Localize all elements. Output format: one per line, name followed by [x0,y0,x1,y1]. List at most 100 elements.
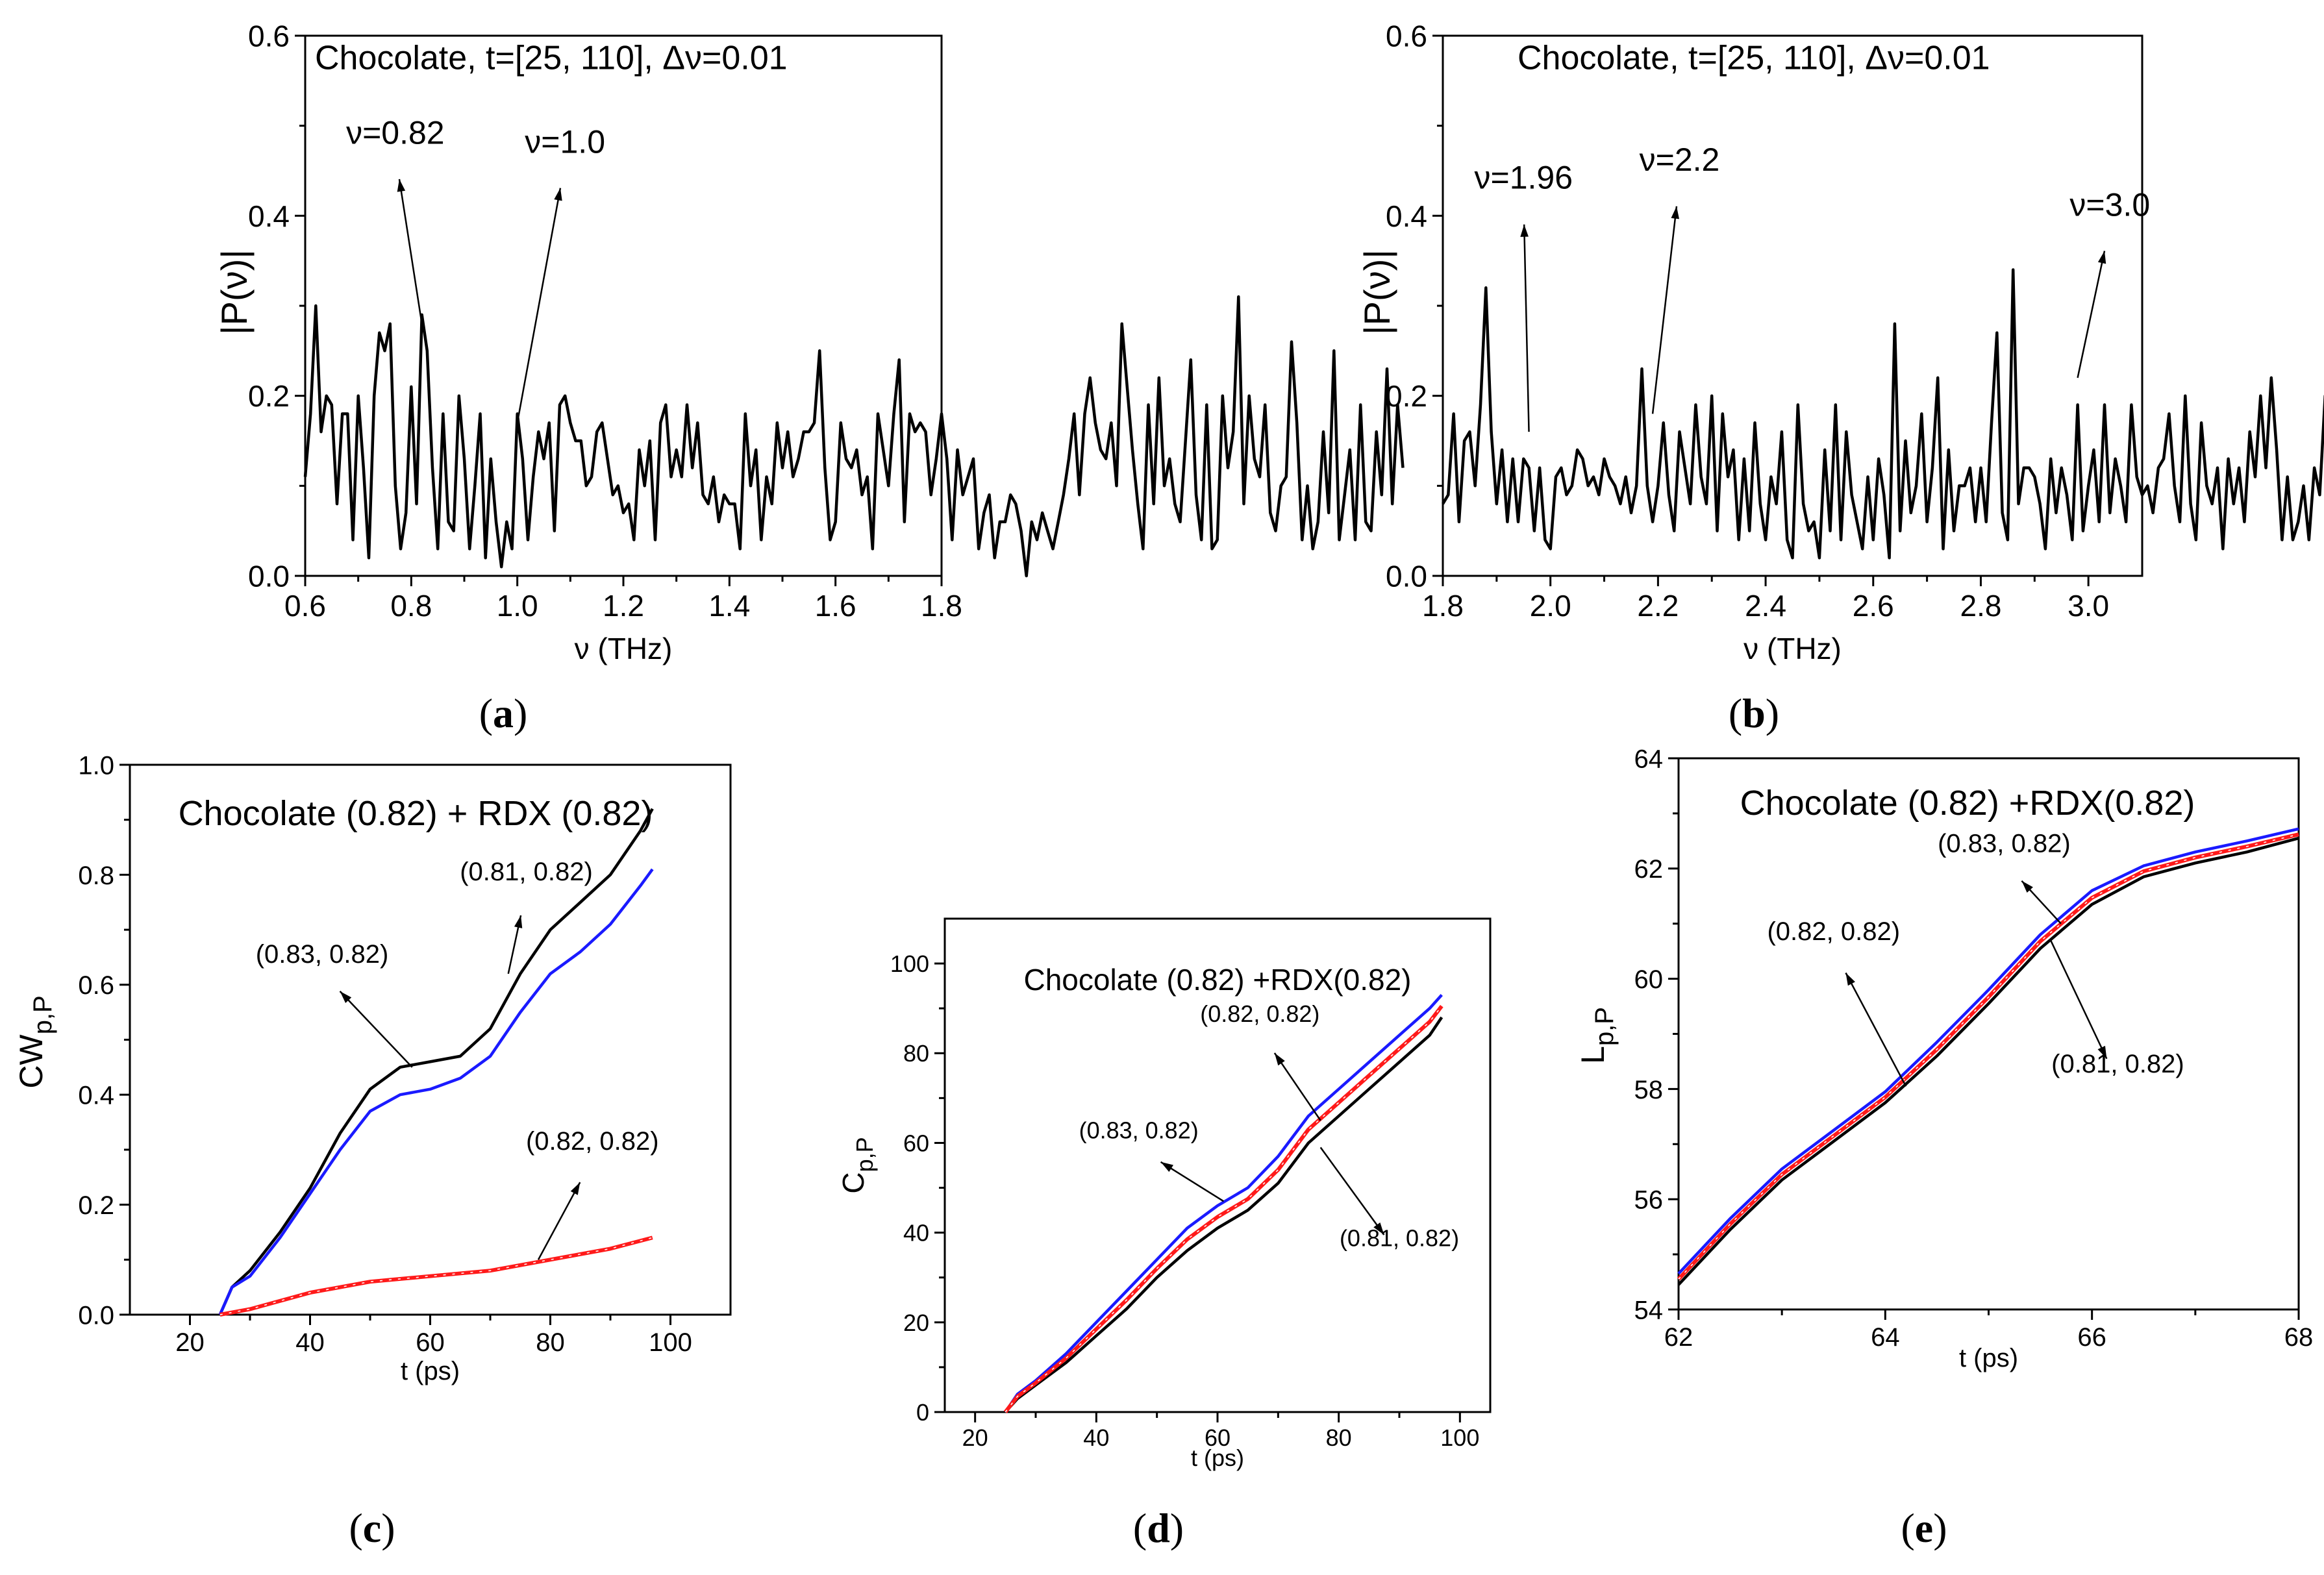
x-tick-label: 1.8 [921,589,962,623]
series-line-0 [1442,268,2324,560]
x-tick-label: 80 [1326,1424,1352,1451]
annotation-arrowhead-2 [2097,1045,2107,1059]
x-tick-label: 60 [416,1328,445,1357]
y-tick-label: 0.0 [78,1301,114,1330]
y-axis-label-main: C [836,1172,870,1193]
panel-label-b-letter: b [1742,690,1766,736]
y-axis-label: |P(ν)| [1356,249,1397,335]
chart-title: Chocolate (0.82) + RDX (0.82) [179,794,653,833]
annotation-arrow-1 [1651,206,1678,414]
x-tick-label: 100 [649,1328,692,1357]
annotation-arrowhead-0 [1845,973,1855,986]
panel-label-d: (d) [1133,1505,1184,1551]
series-line-0 [1677,836,2299,1286]
series-line-1 [218,868,654,1315]
panel-label-a: (a) [479,690,528,736]
y-tick-label: 0.4 [248,199,290,233]
panel-label-c-letter: c [363,1505,381,1551]
x-tick-label: 40 [1083,1424,1109,1451]
series-marker-line-2 [1005,1006,1442,1413]
annotation-arrowhead-0 [1520,224,1529,237]
annotation-arrowhead-0 [1274,1052,1285,1066]
annotation-arrow-0 [1523,224,1530,432]
annotation-arrow-0 [398,179,423,324]
x-tick-label: 1.4 [708,589,750,623]
series-line-1 [1677,832,2299,1281]
annotation-arrow-2 [1319,1147,1385,1235]
annotation-arrowhead-2 [2097,251,2106,264]
plot-frame [129,763,732,1316]
chart-e: 62 64 66 68 54 56 58 60 62 64 (0.82, 0.82) (0.83, 0… [1575,745,2313,1372]
chart-d: 20 40 60 80 100 0 20 40 60 80 100 (0.82, 0.82) (0.83… [836,917,1492,1471]
y-tick-label: 0.8 [78,862,114,890]
y-tick-label: 58 [1634,1076,1664,1104]
x-tick-label: 64 [1871,1323,1900,1352]
y-tick-label: 20 [903,1309,929,1336]
annotation-arrow-2 [2077,251,2106,378]
x-tick-label: 100 [1440,1424,1479,1451]
annotation-arrow-0 [1845,972,1907,1087]
x-tick-label: 2.4 [1745,589,1786,623]
y-tick-label: 80 [903,1040,929,1067]
chart-c: 20 40 60 80 100 0.0 0.2 0.4 0.6 0.8 1.0 (0.81, 0.82… [13,751,732,1385]
y-tick-label: 0.6 [1386,19,1427,53]
series-line-2 [219,1235,653,1317]
x-tick-label: 20 [175,1328,205,1357]
chart-title: Chocolate, t=[25, 110], Δν=0.01 [315,40,788,77]
panel-label-b: (b) [1729,690,1779,736]
y-tick-label: 0 [916,1399,929,1426]
y-axis-label-subscript: p,P [1590,1007,1619,1046]
x-axis-label: t (ps) [1191,1445,1244,1471]
annotation-label-1: (0.83, 0.82) [256,940,389,969]
annotation-label-2: (0.81, 0.82) [1340,1224,1459,1251]
series-line-2 [1677,827,2299,1275]
y-tick-label: 0.4 [78,1082,114,1110]
x-tick-label: 0.8 [390,589,432,623]
x-tick-label: 1.2 [603,589,644,623]
x-tick-label: 2.2 [1637,589,1679,623]
y-tick-label: 0.6 [78,971,114,1000]
annotation-label-2: (0.82, 0.82) [526,1127,659,1156]
chart-title: Chocolate, t=[25, 110], Δν=0.01 [1518,40,1990,77]
y-tick-label: 0.2 [248,379,290,413]
annotation-arrowhead-2 [1373,1222,1384,1235]
panel-label-a-letter: a [493,690,514,736]
annotation-arrow-1 [1160,1161,1224,1202]
y-axis-label: CWp,P [13,995,57,1088]
y-tick-label: 0.2 [78,1191,114,1220]
x-tick-label: 68 [2284,1323,2314,1352]
x-tick-label: 1.8 [1422,589,1464,623]
annotation-label-0: (0.81, 0.82) [460,858,593,886]
x-tick-label: 0.6 [284,589,326,623]
series-line-1 [1004,993,1443,1413]
x-tick-label: 1.6 [815,589,856,623]
x-tick-label: 62 [1664,1323,1693,1352]
annotation-label-2: (0.81, 0.82) [2051,1050,2184,1078]
y-axis-label-main: L [1575,1046,1611,1064]
annotation-arrow-1 [516,188,562,423]
series-line-2 [1003,1004,1443,1413]
annotation-label-0: (0.82, 0.82) [1767,917,1900,946]
y-tick-label: 54 [1634,1296,1664,1324]
x-axis-label: t (ps) [1959,1344,2018,1372]
y-tick-label: 0.4 [1386,199,1427,233]
y-axis-label: |P(ν)| [214,249,255,335]
chart-title: Chocolate (0.82) +RDX(0.82) [1740,784,2195,823]
x-tick-label: 2.0 [1530,589,1571,623]
annotation-label-2: ν=3.0 [2069,186,2150,223]
annotation-arrowhead-1 [554,188,562,201]
y-axis-label-main: CW [13,1034,49,1089]
panel-label-d-letter: d [1147,1505,1170,1551]
x-tick-label: 20 [962,1424,988,1451]
y-tick-label: 64 [1634,745,1664,773]
annotation-label-0: ν=1.96 [1475,160,1573,196]
chart-b: 1.8 2.0 2.2 2.4 2.6 2.8 3.0 0.0 0.2 0.4 0.6 ν=1.96 ν… [1356,19,2324,665]
annotation-arrowhead-0 [514,915,523,928]
annotation-arrow-0 [1273,1052,1321,1121]
panel-label-e-letter: e [1915,1505,1933,1551]
y-tick-label: 40 [903,1220,929,1246]
annotation-label-1: ν=1.0 [525,123,605,160]
y-axis-label: Lp,P [1575,1007,1619,1064]
chart-title: Chocolate (0.82) +RDX(0.82) [1023,963,1411,997]
